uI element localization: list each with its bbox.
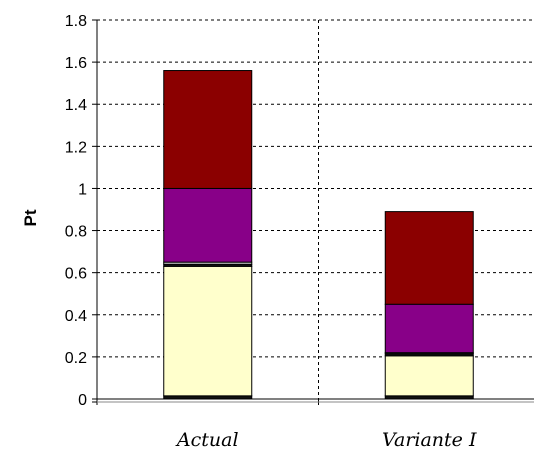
y-tick-label: 0.8 [65,224,87,241]
y-tick-label: 1.6 [65,55,87,72]
axes [92,19,534,405]
bar-segment [163,70,253,189]
x-category-labels: Actual Variante I [175,429,477,451]
y-tick-label: 0 [78,392,87,409]
bar-segment [384,355,474,397]
x-category-label: Actual [175,429,239,451]
y-tick-label: 1.4 [65,97,87,114]
bar-segment [384,303,474,354]
y-tick-label: 1.8 [65,13,87,30]
y-tick-labels: 0 0.2 0.4 0.6 0.8 1 1.2 1.4 1.6 1.8 [65,13,87,409]
bar-segment [384,211,474,305]
y-axis-label: Pt [21,209,40,226]
bars [163,70,474,400]
y-tick-label: 0.4 [65,308,87,325]
bar-segment [163,187,253,263]
bar-segment [163,265,253,397]
y-tick-label: 0.6 [65,266,87,283]
y-tick-label: 0.2 [65,350,87,367]
y-tick-label: 1 [78,181,87,198]
x-category-label: Variante I [382,429,477,451]
y-tick-label: 1.2 [65,139,87,156]
